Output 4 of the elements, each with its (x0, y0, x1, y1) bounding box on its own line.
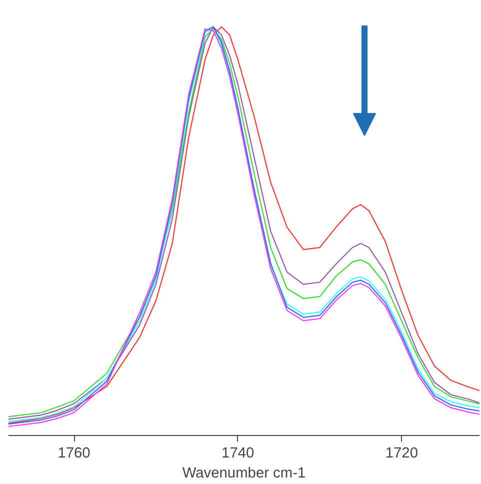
x-tick-label: 1740 (222, 446, 254, 462)
x-tick-label: 1760 (58, 446, 90, 462)
x-tick-label: 1720 (385, 446, 418, 462)
x-axis-title: Wavenumber cm-1 (182, 466, 306, 482)
